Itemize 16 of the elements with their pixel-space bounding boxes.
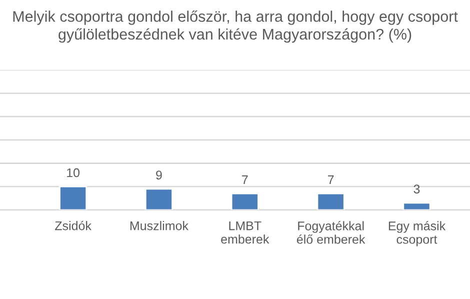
x-tick-label: Fogyatékkal élő emberek	[296, 221, 366, 244]
data-label: 9	[156, 170, 162, 180]
bar	[230, 192, 259, 210]
data-label: 7	[328, 175, 334, 184]
x-tick-label: LMBT emberek	[221, 221, 270, 244]
x-tick-label: Egy másik csoport	[388, 221, 446, 246]
x-tick-label: Zsidók	[55, 220, 92, 230]
data-label: 3	[414, 184, 420, 194]
chart-title: Melyik csoportra gondol először, ha arra gondol, hogy egy csoport gyűlöletbeszédnek van kitéve Magyarországon? (%)	[13, 10, 458, 43]
bar	[402, 202, 431, 210]
bar	[144, 188, 173, 210]
data-label: 10	[67, 168, 80, 178]
data-label: 7	[242, 175, 248, 184]
bar	[316, 192, 345, 210]
x-tick-label: Muszlimok	[130, 221, 188, 230]
bar	[59, 186, 88, 210]
